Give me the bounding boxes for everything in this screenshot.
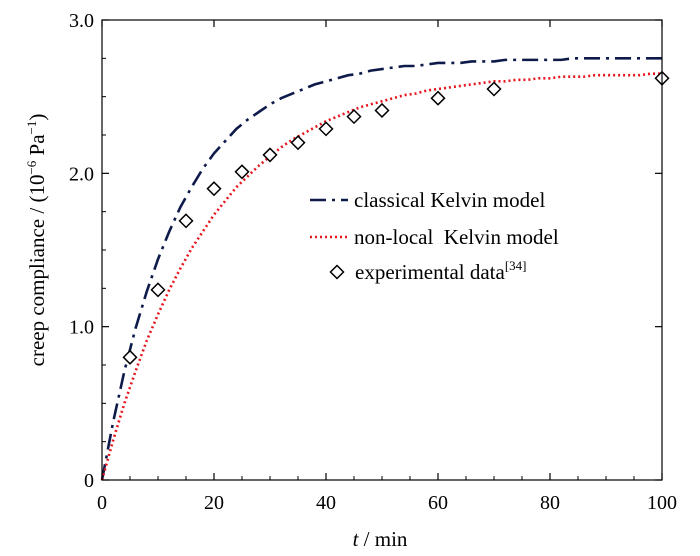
legend-label-classical: classical Kelvin model <box>354 188 545 212</box>
y-axis-mid: Pa <box>25 134 49 161</box>
series-line-nonlocal-kelvin <box>100 72 662 481</box>
legend: classical Kelvin model non-local Kelvin m… <box>310 188 559 284</box>
x-tick-label: 100 <box>647 492 677 514</box>
legend-label-nonlocal: non-local Kelvin model <box>354 225 559 249</box>
y-axis-title: creep compliance / (10−6 Pa−1) <box>24 114 49 367</box>
data-point <box>374 102 390 119</box>
x-axis-title: t / min <box>353 527 408 551</box>
x-tick-label: 40 <box>316 492 336 514</box>
x-tick-label: 20 <box>204 492 224 514</box>
data-point <box>206 181 222 197</box>
legend-label-experimental: experimental data[34] <box>355 258 527 284</box>
legend-marker-experimental <box>329 264 345 280</box>
data-point <box>150 282 166 298</box>
data-point <box>318 121 334 137</box>
series-line-classical-kelvin <box>100 57 662 481</box>
data-point <box>486 81 502 97</box>
x-axis-var: t <box>353 527 360 551</box>
y-axis-exp1: −6 <box>24 160 39 174</box>
data-point <box>234 164 250 180</box>
data-point <box>346 109 362 125</box>
plot-frame <box>101 19 663 481</box>
series-layer <box>100 57 670 481</box>
y-tick-label: 3.0 <box>69 10 94 32</box>
y-axis-suffix: ) <box>25 114 49 121</box>
x-axis-unit: / min <box>358 527 408 551</box>
y-tick-label: 1.0 <box>69 317 94 339</box>
legend-label-ref: [34] <box>505 258 527 273</box>
x-tick-label: 60 <box>428 492 448 514</box>
x-tick-label: 80 <box>540 492 560 514</box>
x-tick-label: 0 <box>97 492 107 514</box>
y-axis-prefix: creep compliance / (10 <box>25 175 49 367</box>
data-point <box>430 90 446 106</box>
y-tick-label: 2.0 <box>69 163 94 185</box>
y-axis-exp2: −1 <box>24 121 39 135</box>
axes-layer: 0 20 40 60 80 100 0 1.0 2.0 3.0 <box>69 10 677 514</box>
series-experimental-data <box>122 70 670 365</box>
data-point <box>178 213 194 229</box>
data-point <box>290 135 306 151</box>
y-tick-label: 0 <box>84 470 94 492</box>
data-point <box>122 349 138 365</box>
data-point <box>262 147 278 163</box>
